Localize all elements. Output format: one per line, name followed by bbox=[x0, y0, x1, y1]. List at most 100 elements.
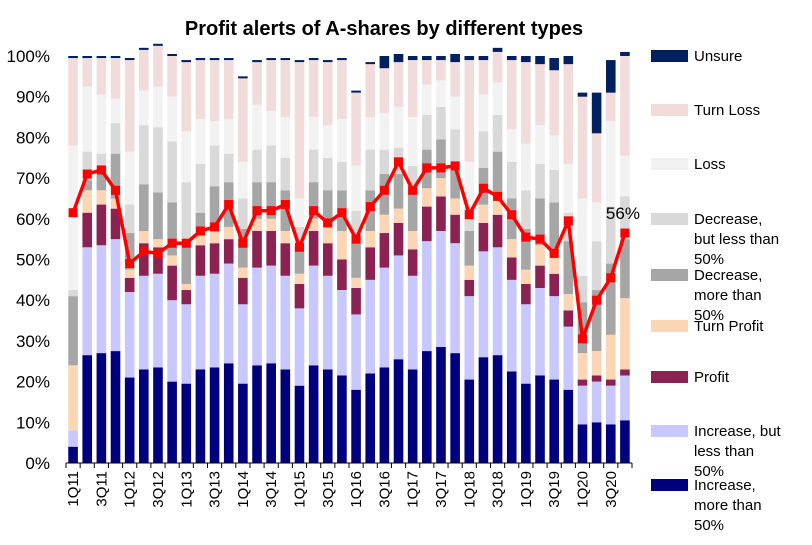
bar-segment bbox=[535, 287, 545, 376]
bar-segment bbox=[96, 94, 107, 154]
bar-segment bbox=[605, 121, 616, 207]
bar-segment bbox=[422, 206, 432, 242]
bar-segment bbox=[365, 149, 376, 191]
bar-segment bbox=[450, 243, 460, 354]
bar-segment bbox=[294, 226, 305, 246]
y-tick-label: 0% bbox=[25, 454, 50, 473]
bar-segment bbox=[223, 263, 234, 364]
legend-item: Decrease, more than 50% bbox=[651, 267, 762, 324]
bar-segment bbox=[605, 263, 616, 335]
bar-stack bbox=[591, 92, 602, 463]
bar-segment bbox=[308, 265, 319, 366]
x-tick-label: 1Q18 bbox=[461, 471, 478, 508]
bar-segment bbox=[322, 226, 333, 244]
bar-stack bbox=[195, 58, 206, 463]
bar-stack bbox=[605, 60, 616, 463]
bar-segment bbox=[308, 365, 319, 463]
y-tick-label: 40% bbox=[16, 291, 50, 310]
bar-segment bbox=[549, 202, 559, 254]
bar-segment bbox=[393, 62, 404, 107]
bar-segment bbox=[407, 231, 418, 250]
legend-label: 50% bbox=[694, 463, 724, 480]
legend-label: Turn Profit bbox=[694, 318, 764, 335]
bar-segment bbox=[506, 371, 517, 463]
bar-segment bbox=[464, 161, 475, 207]
legend-item: Loss bbox=[651, 156, 726, 173]
legend-label: Decrease, bbox=[694, 211, 762, 228]
bar-segment bbox=[280, 60, 291, 118]
bar-segment bbox=[167, 265, 177, 301]
bar-segment bbox=[181, 283, 192, 291]
bar-segment bbox=[96, 190, 107, 205]
bar-stack bbox=[322, 60, 333, 463]
bar-segment bbox=[110, 58, 121, 99]
bar-segment bbox=[549, 135, 559, 170]
bar-segment bbox=[478, 357, 489, 463]
bar-segment bbox=[492, 115, 503, 152]
bar-segment bbox=[407, 165, 418, 191]
legend-label: Profit bbox=[694, 369, 730, 386]
bar-segment bbox=[407, 60, 418, 118]
line-marker bbox=[280, 200, 290, 210]
bar-segment bbox=[139, 275, 149, 370]
bar-stack bbox=[407, 56, 418, 463]
bar-segment bbox=[450, 62, 460, 97]
y-tick-label: 60% bbox=[16, 210, 50, 229]
line-marker bbox=[337, 208, 347, 218]
bar-segment bbox=[351, 92, 361, 166]
line-marker bbox=[549, 248, 559, 258]
bar-segment bbox=[450, 53, 460, 63]
bar-segment bbox=[280, 369, 291, 463]
bar-segment bbox=[209, 231, 220, 244]
bar-segment bbox=[110, 198, 121, 209]
bar-segment bbox=[521, 304, 531, 384]
bar-segment bbox=[322, 125, 333, 158]
bar-segment bbox=[82, 180, 93, 191]
legend-label: Decrease, bbox=[694, 267, 762, 284]
bar-stack bbox=[337, 58, 347, 463]
bar-segment bbox=[209, 186, 220, 232]
bar-segment bbox=[337, 290, 347, 376]
bar-segment bbox=[223, 58, 234, 61]
bar-segment bbox=[379, 112, 390, 150]
legend: Unsure Turn Loss Loss Decrease, but less tha… bbox=[651, 48, 782, 534]
bar-stack bbox=[167, 53, 177, 463]
x-tick-label: 1Q15 bbox=[291, 471, 308, 508]
bar-segment bbox=[68, 365, 78, 431]
bar-segment bbox=[620, 298, 630, 370]
x-tick-label: 1Q16 bbox=[348, 471, 365, 508]
bar-segment bbox=[96, 204, 107, 246]
bar-segment bbox=[209, 273, 220, 368]
bar-segment bbox=[252, 365, 262, 463]
line-marker bbox=[478, 183, 488, 193]
bar-segment bbox=[436, 60, 446, 81]
bar-segment bbox=[535, 265, 545, 288]
legend-swatch bbox=[651, 425, 688, 437]
legend-item: Turn Loss bbox=[651, 102, 760, 119]
bar-stack bbox=[436, 56, 446, 463]
bar-segment bbox=[308, 218, 319, 232]
bar-segment bbox=[393, 255, 404, 360]
bar-stack bbox=[521, 56, 531, 463]
bar-segment bbox=[535, 375, 545, 463]
legend-swatch bbox=[651, 479, 688, 491]
line-marker bbox=[210, 222, 220, 232]
bar-segment bbox=[238, 383, 248, 463]
bar-segment bbox=[521, 143, 531, 191]
bar-segment bbox=[167, 53, 177, 56]
bar-stack bbox=[223, 58, 234, 463]
legend-label: Increase, bbox=[694, 477, 756, 494]
bar-segment bbox=[535, 56, 545, 65]
bar-segment bbox=[167, 381, 177, 463]
bar-segment bbox=[577, 353, 588, 380]
bar-segment bbox=[464, 265, 475, 280]
bar-segment bbox=[393, 359, 404, 463]
bar-segment bbox=[195, 235, 206, 246]
bar-stack bbox=[266, 58, 276, 463]
bar-segment bbox=[535, 163, 545, 199]
annotation-label: 56% bbox=[606, 204, 640, 223]
bar-stack bbox=[620, 51, 630, 463]
legend-swatch bbox=[651, 213, 688, 225]
bar-stack bbox=[450, 53, 460, 463]
